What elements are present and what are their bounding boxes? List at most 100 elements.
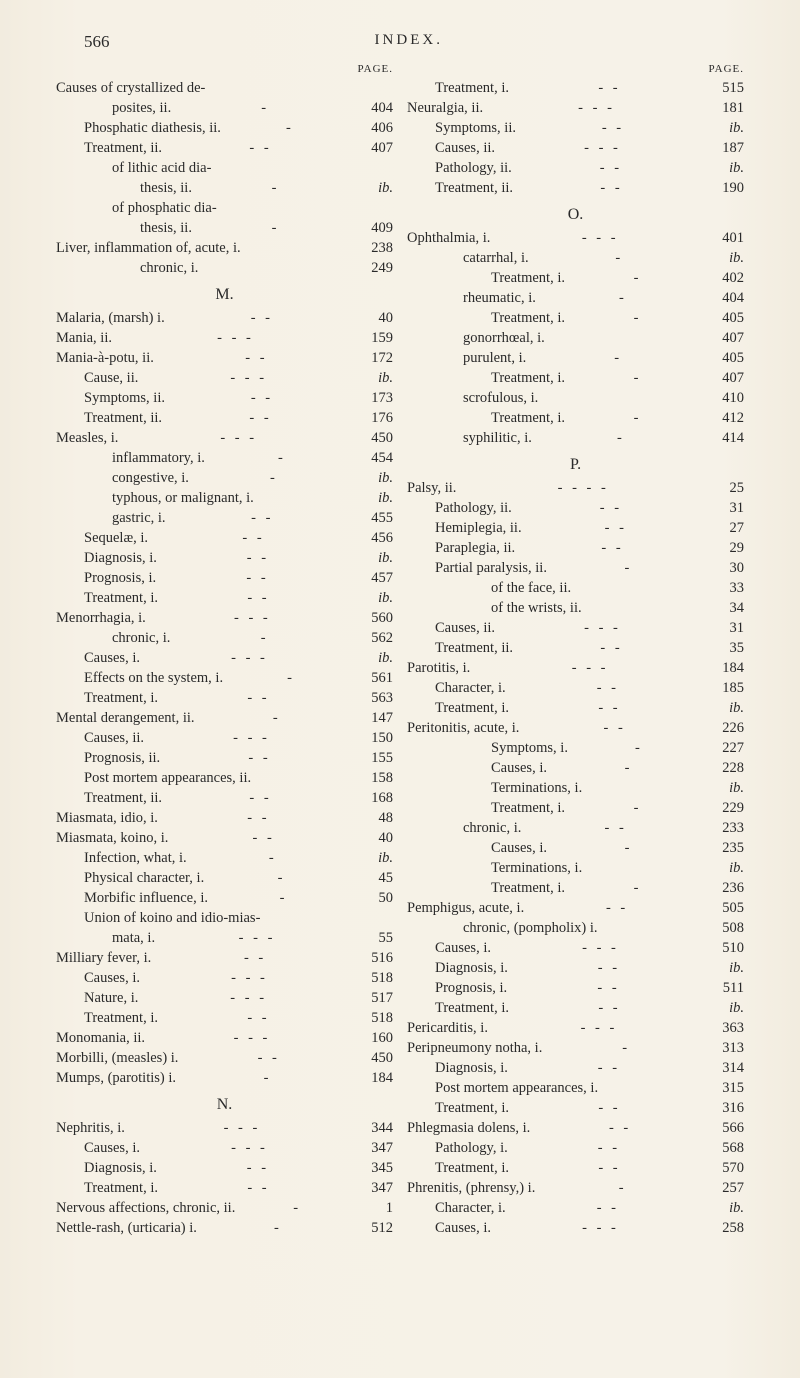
entry-page: 55 [359, 928, 393, 948]
entry-page: 258 [710, 1218, 744, 1238]
entry-page: 407 [710, 328, 744, 348]
entry-leader: - [176, 1068, 359, 1088]
index-entry: Treatment, i. - - 570 [407, 1158, 744, 1178]
entry-leader: - - - [490, 228, 710, 248]
entry-text: Diagnosis, i. [84, 1158, 157, 1178]
entry-page: 158 [359, 768, 393, 788]
entry-page: 233 [710, 818, 744, 838]
entry-page: 155 [359, 748, 393, 768]
entry-page: 48 [359, 808, 393, 828]
index-entry: Nephritis, i. - - - 344 [56, 1118, 393, 1138]
entry-page: 33 [710, 578, 744, 598]
index-entry: chronic, i. - 562 [56, 628, 393, 648]
entry-page: 518 [359, 968, 393, 988]
index-entry: Partial paralysis, ii. - 30 [407, 558, 744, 578]
entry-page: ib. [359, 178, 393, 198]
index-entry: Character, i. - - ib. [407, 1198, 744, 1218]
entry-text: Treatment, ii. [84, 138, 162, 158]
index-entry: Treatment, i. - 402 [407, 268, 744, 288]
entry-page: 455 [359, 508, 393, 528]
entry-text: Pathology, i. [435, 1138, 508, 1158]
section-letter: N. [56, 1094, 393, 1116]
entry-leader: - [532, 428, 710, 448]
entry-page: ib. [710, 698, 744, 718]
index-entry: Causes of crystallized de- [56, 78, 393, 98]
entry-text: Infection, what, i. [84, 848, 187, 868]
entry-page: ib. [710, 778, 744, 798]
section-letter: M. [56, 284, 393, 306]
entry-text: Character, i. [435, 678, 506, 698]
entry-page: 345 [359, 1158, 393, 1178]
entry-page: 50 [359, 888, 393, 908]
entry-leader: - [565, 368, 710, 388]
entry-text: gonorrhœal, i. [463, 328, 545, 348]
entry-leader: - - [160, 748, 359, 768]
index-entry: Symptoms, i. - 227 [407, 738, 744, 758]
entry-page: 150 [359, 728, 393, 748]
entry-text: thesis, ii. [140, 178, 192, 198]
index-entry: Paraplegia, ii. - - 29 [407, 538, 744, 558]
entry-leader: - - [158, 688, 359, 708]
section-letter: P. [407, 454, 744, 476]
entry-text: Causes, i. [84, 648, 140, 668]
entry-text: Phlegmasia dolens, i. [407, 1118, 530, 1138]
entry-page: 147 [359, 708, 393, 728]
entry-text: Treatment, i. [84, 1178, 158, 1198]
entry-text: Pericarditis, i. [407, 1018, 488, 1038]
entry-text: Causes, i. [491, 838, 547, 858]
index-entry: Causes, ii. - - - 187 [407, 138, 744, 158]
entry-leader: - - [157, 1158, 359, 1178]
index-entry: Treatment, ii. - - 35 [407, 638, 744, 658]
index-entry: Causes, i. - 235 [407, 838, 744, 858]
entry-page: 508 [710, 918, 744, 938]
entry-text: rheumatic, i. [463, 288, 536, 308]
page-label-right: PAGE. [407, 62, 744, 77]
entry-text: Parotitis, i. [407, 658, 470, 678]
index-entry: Diagnosis, i. - - 345 [56, 1158, 393, 1178]
entry-leader: - - [168, 828, 359, 848]
entry-text: Nature, i. [84, 988, 138, 1008]
entry-leader: - - [509, 698, 710, 718]
entry-page: ib. [359, 588, 393, 608]
entry-text: Character, i. [435, 1198, 506, 1218]
entry-leader: - [547, 838, 710, 858]
index-entry: inflammatory, i. - 454 [56, 448, 393, 468]
entry-text: Post mortem appearances, i. [435, 1078, 598, 1098]
entry-leader: - - - [118, 428, 359, 448]
index-entry: Mania, ii. - - - 159 [56, 328, 393, 348]
entry-text: of the face, ii. [491, 578, 571, 598]
page-header: 566 INDEX. [56, 32, 744, 52]
entry-text: Diagnosis, i. [435, 1058, 508, 1078]
index-entry: Pathology, ii. - - ib. [407, 158, 744, 178]
entry-page: 515 [710, 78, 744, 98]
entry-page: 518 [359, 1008, 393, 1028]
entry-text: mata, i. [112, 928, 155, 948]
entry-leader: - - - [138, 368, 359, 388]
index-entry: Treatment, ii. - - 176 [56, 408, 393, 428]
entry-text: Neuralgia, ii. [407, 98, 483, 118]
index-entry: Liver, inflammation of, acute, i. 238 [56, 238, 393, 258]
entry-text: Diagnosis, i. [435, 958, 508, 978]
index-entry: Peripneumony notha, i. - 313 [407, 1038, 744, 1058]
entry-text: Treatment, i. [491, 368, 565, 388]
index-entry: purulent, i. - 405 [407, 348, 744, 368]
entry-text: Phrenitis, (phrensy,) i. [407, 1178, 535, 1198]
index-entry: of phosphatic dia- [56, 198, 393, 218]
entry-text: Treatment, i. [491, 308, 565, 328]
index-entry: Union of koino and idio-mias- [56, 908, 393, 928]
entry-page: 457 [359, 568, 393, 588]
entry-leader: - - [162, 408, 359, 428]
index-entry: Prognosis, ii. - - 155 [56, 748, 393, 768]
entry-text: Treatment, ii. [435, 638, 513, 658]
entry-text: Treatment, i. [491, 268, 565, 288]
entry-page: 249 [359, 258, 393, 278]
entry-leader: - - [524, 898, 710, 918]
entry-page: 236 [710, 878, 744, 898]
entry-leader: - [171, 98, 359, 118]
entry-page: 570 [710, 1158, 744, 1178]
entry-leader: - [529, 248, 710, 268]
entry-text: Causes, i. [84, 968, 140, 988]
entry-page: 172 [359, 348, 393, 368]
entry-page: 25 [710, 478, 744, 498]
entry-leader: - [565, 878, 710, 898]
